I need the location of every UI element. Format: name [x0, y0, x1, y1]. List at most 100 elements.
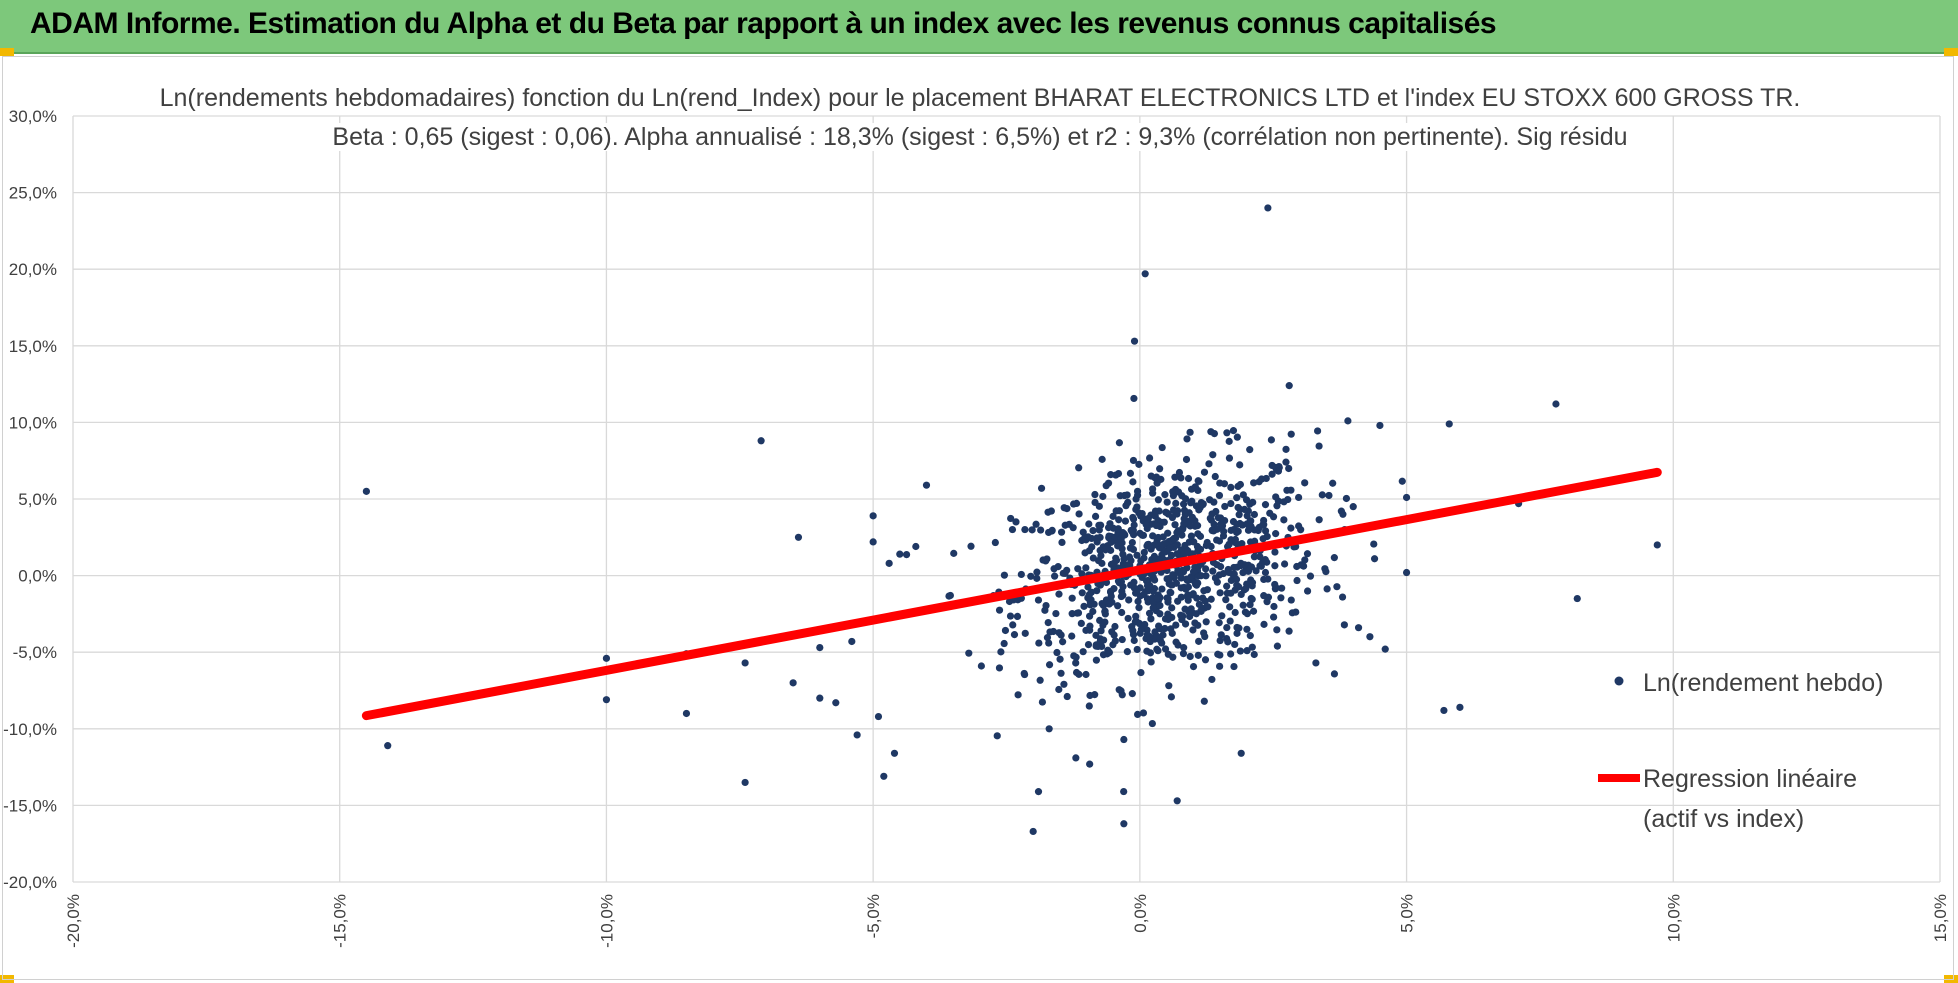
data-point	[1165, 614, 1173, 622]
data-point	[1349, 503, 1357, 511]
data-point	[1235, 624, 1243, 632]
data-point	[1231, 535, 1239, 544]
data-point	[1105, 600, 1113, 608]
data-point	[1045, 528, 1053, 537]
data-point	[1059, 638, 1067, 646]
data-point	[1045, 725, 1053, 733]
chart-title-line-2: Beta : 0,65 (sigest : 0,06). Alpha annua…	[120, 123, 1840, 152]
data-point	[1183, 592, 1191, 600]
data-point	[1084, 641, 1093, 649]
data-point	[1381, 645, 1389, 653]
data-point	[1167, 551, 1176, 559]
data-point	[1217, 514, 1225, 522]
data-point	[741, 659, 749, 667]
data-point	[1247, 594, 1255, 603]
data-point	[991, 538, 999, 547]
data-point	[1236, 505, 1244, 513]
data-point	[1034, 596, 1043, 604]
data-point	[1233, 520, 1241, 529]
data-point	[1137, 668, 1145, 677]
data-point	[1009, 621, 1017, 629]
data-point	[1130, 337, 1139, 345]
data-point	[1089, 526, 1097, 535]
data-point	[1217, 631, 1225, 639]
data-point	[1301, 479, 1309, 487]
data-point	[1112, 471, 1120, 479]
data-point	[1315, 516, 1323, 524]
data-point	[1111, 622, 1119, 631]
x-axis-ticks: -20,0% -15,0% -10,0% -5,0% 0,0% 5,0% 10,0% 15,0…	[64, 894, 1950, 948]
data-point	[1144, 514, 1152, 523]
data-point	[1222, 596, 1230, 604]
data-point	[1243, 512, 1251, 520]
data-point	[1197, 572, 1205, 580]
data-point	[1033, 574, 1041, 582]
data-point	[1215, 619, 1223, 627]
data-point	[922, 481, 931, 489]
data-point	[1098, 455, 1106, 463]
data-point	[965, 649, 973, 657]
data-point	[1282, 445, 1290, 453]
data-point	[1285, 382, 1293, 390]
data-point	[1010, 631, 1019, 639]
data-point	[1084, 533, 1092, 541]
data-point	[1078, 570, 1086, 578]
data-point	[1139, 709, 1148, 717]
data-point	[1195, 637, 1203, 645]
data-point	[1146, 454, 1154, 462]
data-point	[1104, 524, 1113, 532]
data-point	[1171, 521, 1179, 529]
data-point	[1055, 590, 1063, 598]
data-point	[384, 742, 392, 750]
data-point	[1082, 564, 1090, 572]
data-point	[1273, 626, 1281, 634]
data-point	[1244, 567, 1253, 575]
data-point	[1133, 587, 1141, 596]
data-point	[1216, 479, 1224, 487]
data-point	[1211, 472, 1219, 481]
data-point	[1456, 703, 1464, 711]
data-point	[1293, 562, 1301, 571]
data-point	[1216, 662, 1224, 670]
data-point	[1140, 548, 1148, 556]
legend-line-label-1: Regression linéaire	[1643, 765, 1857, 793]
data-point	[1101, 610, 1109, 618]
data-point	[995, 664, 1004, 672]
data-point	[1000, 571, 1009, 579]
data-point	[1178, 616, 1186, 624]
data-point	[1044, 618, 1052, 627]
data-point	[1097, 627, 1105, 635]
data-point	[890, 749, 899, 757]
data-point	[1191, 619, 1199, 627]
data-point	[1051, 572, 1059, 580]
data-point	[1163, 498, 1171, 506]
data-point	[1200, 468, 1209, 476]
data-point	[1246, 601, 1254, 609]
data-point	[1091, 490, 1099, 499]
data-point	[1223, 623, 1231, 632]
data-point	[1184, 474, 1193, 483]
data-point	[1179, 650, 1188, 658]
data-point	[1234, 482, 1242, 490]
data-point	[1054, 563, 1062, 571]
data-point	[1125, 553, 1134, 561]
data-point	[1118, 529, 1127, 537]
data-point	[1156, 601, 1164, 610]
data-point	[794, 533, 803, 541]
data-point	[1158, 585, 1166, 593]
data-point	[1173, 797, 1181, 805]
x-tick-label: -10,0%	[597, 894, 616, 948]
data-point	[1237, 562, 1245, 570]
data-point	[896, 550, 904, 558]
data-point	[1125, 596, 1133, 604]
data-point	[1190, 538, 1198, 546]
data-point	[1120, 820, 1128, 828]
data-point	[1282, 458, 1290, 466]
data-point	[1055, 685, 1063, 694]
data-point	[1229, 427, 1238, 435]
data-point	[1115, 439, 1123, 447]
data-point	[1247, 522, 1255, 530]
data-point	[1079, 648, 1087, 656]
data-point	[1172, 621, 1180, 629]
data-point	[1155, 622, 1163, 630]
